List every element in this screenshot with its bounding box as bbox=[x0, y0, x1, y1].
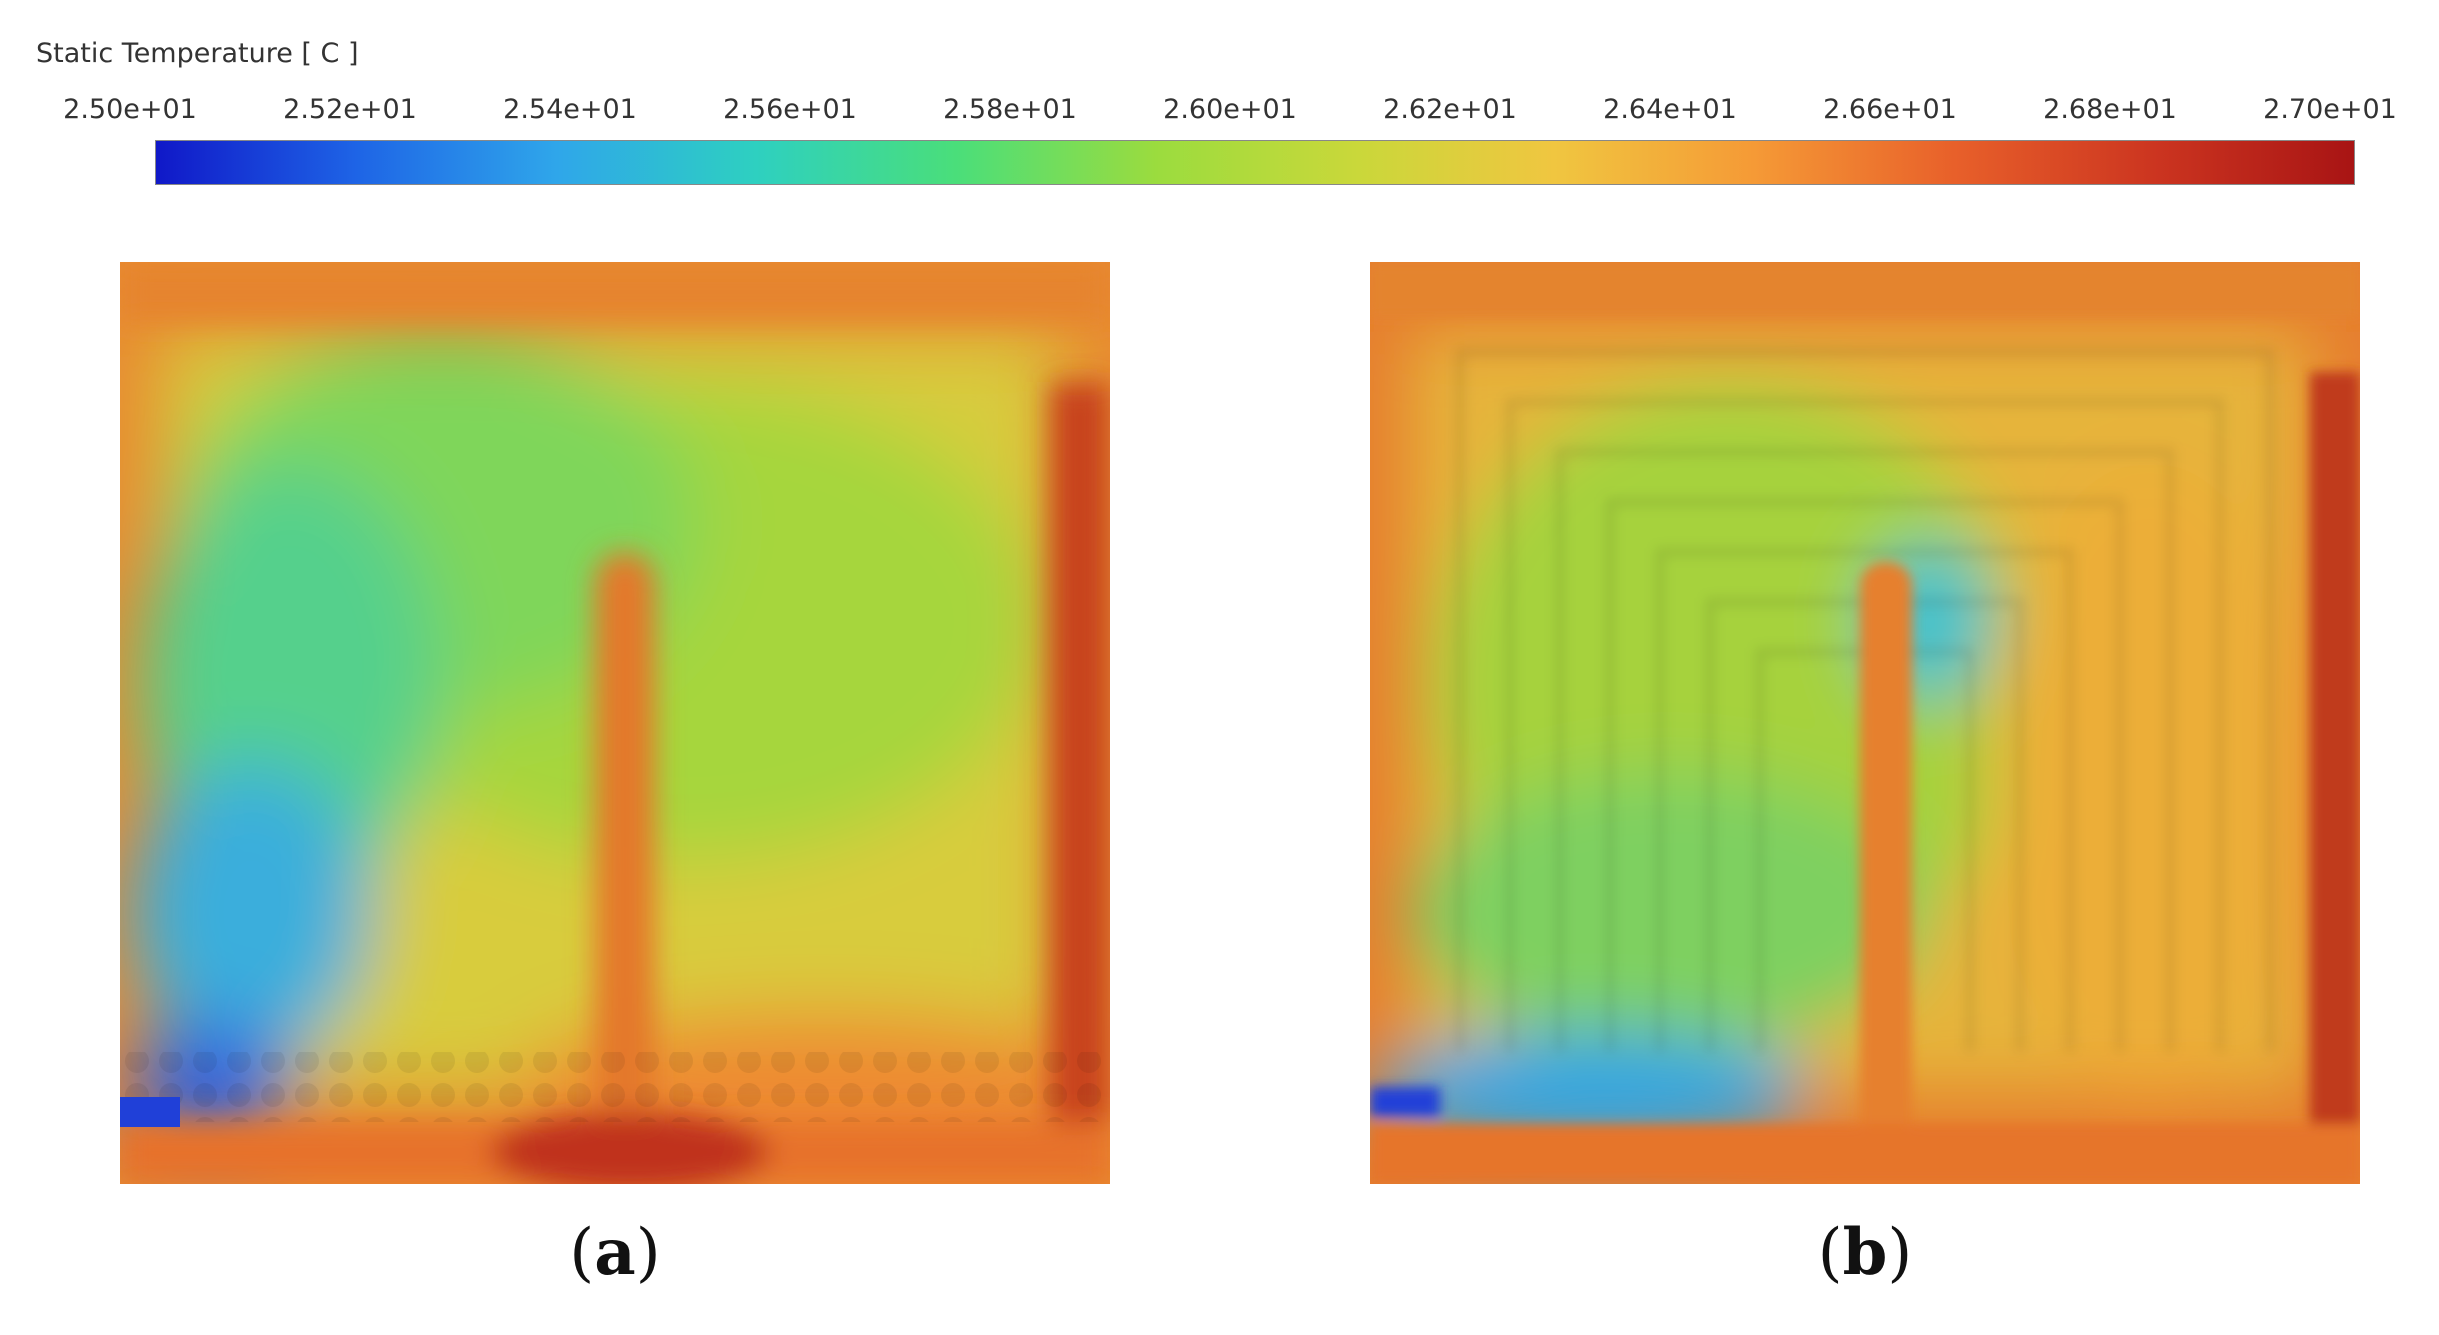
tick-label: 2.56e+01 bbox=[723, 94, 857, 125]
tick-label: 2.66e+01 bbox=[1823, 94, 1957, 125]
subfigure-label-a: (a) bbox=[569, 1215, 660, 1290]
paren-close: ) bbox=[1887, 1216, 1913, 1290]
tick-label: 2.60e+01 bbox=[1163, 94, 1297, 125]
paren-open: ( bbox=[569, 1216, 595, 1290]
temperature-contour-b bbox=[1370, 262, 2360, 1184]
subfigure-label-b: (b) bbox=[1818, 1215, 1913, 1290]
legend-title: Static Temperature [ C ] bbox=[36, 38, 359, 69]
tick-label: 2.64e+01 bbox=[1603, 94, 1737, 125]
temperature-contour-a bbox=[120, 262, 1110, 1184]
colorbar-tick-labels: 2.50e+01 2.52e+01 2.54e+01 2.56e+01 2.58… bbox=[60, 94, 2439, 134]
tick-label: 2.68e+01 bbox=[2043, 94, 2177, 125]
contour-panel-a bbox=[120, 262, 1110, 1184]
paren-open: ( bbox=[1817, 1216, 1843, 1290]
tick-label: 2.58e+01 bbox=[943, 94, 1077, 125]
temperature-colorbar bbox=[155, 140, 2355, 185]
contour-panel-b bbox=[1370, 262, 2360, 1184]
tick-label: 2.70e+01 bbox=[2263, 94, 2397, 125]
label-letter: a bbox=[594, 1215, 636, 1290]
paren-close: ) bbox=[635, 1216, 661, 1290]
tick-label: 2.62e+01 bbox=[1383, 94, 1517, 125]
tick-label: 2.52e+01 bbox=[283, 94, 417, 125]
tick-label: 2.50e+01 bbox=[63, 94, 197, 125]
label-letter: b bbox=[1842, 1215, 1888, 1290]
tick-label: 2.54e+01 bbox=[503, 94, 637, 125]
